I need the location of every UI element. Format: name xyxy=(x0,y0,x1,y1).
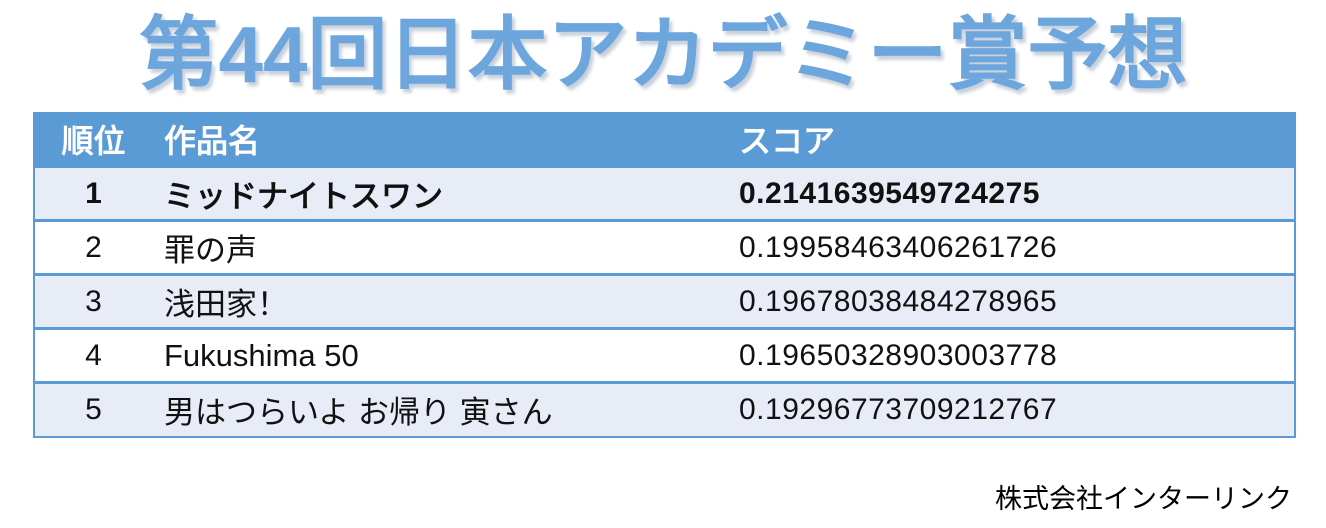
table-row: 1 ミッドナイトスワン 0.2141639549724275 xyxy=(34,166,1295,221)
table-row: 3 浅田家！ 0.19678038484278965 xyxy=(34,274,1295,329)
rank-cell: 3 xyxy=(85,284,102,318)
ranking-table: 順位 作品名 スコア 1 ミッドナイトスワン 0.214163954972427… xyxy=(33,111,1296,438)
title-cell: ミッドナイトスワン xyxy=(164,179,443,215)
score-cell: 0.19650328903003778 xyxy=(739,338,1058,372)
table-row: 5 男はつらいよ お帰り 寅さん 0.19296773709212767 xyxy=(34,382,1295,437)
column-header-score: スコア xyxy=(739,123,836,160)
company-credit: 株式会社インターリンク xyxy=(995,484,1292,514)
table-row: 4 Fukushima 50 0.19650328903003778 xyxy=(34,328,1295,383)
rank-cell: 2 xyxy=(85,230,102,264)
title-cell: Fukushima 50 xyxy=(164,337,359,373)
rank-cell: 4 xyxy=(85,338,102,372)
score-cell: 0.19678038484278965 xyxy=(739,284,1058,318)
title-cell: 浅田家！ xyxy=(164,287,288,323)
header-row: 順位 作品名 スコア xyxy=(34,112,1295,167)
title-cell: 男はつらいよ お帰り 寅さん xyxy=(164,395,553,431)
column-header-title: 作品名 xyxy=(164,123,261,160)
table-header: 順位 作品名 スコア xyxy=(34,112,1295,167)
rank-cell: 1 xyxy=(85,176,102,210)
column-header-rank: 順位 xyxy=(61,123,126,160)
score-cell: 0.19958463406261726 xyxy=(739,230,1058,264)
score-cell: 0.2141639549724275 xyxy=(739,176,1040,210)
score-cell: 0.19296773709212767 xyxy=(739,392,1058,426)
rank-cell: 5 xyxy=(85,392,102,426)
page-title: 第44回日本アカデミー賞予想 xyxy=(138,10,1188,99)
table-body: 1 ミッドナイトスワン 0.2141639549724275 2 罪の声 0.1… xyxy=(34,166,1295,437)
table-row: 2 罪の声 0.19958463406261726 xyxy=(34,220,1295,275)
title-cell: 罪の声 xyxy=(164,233,257,269)
